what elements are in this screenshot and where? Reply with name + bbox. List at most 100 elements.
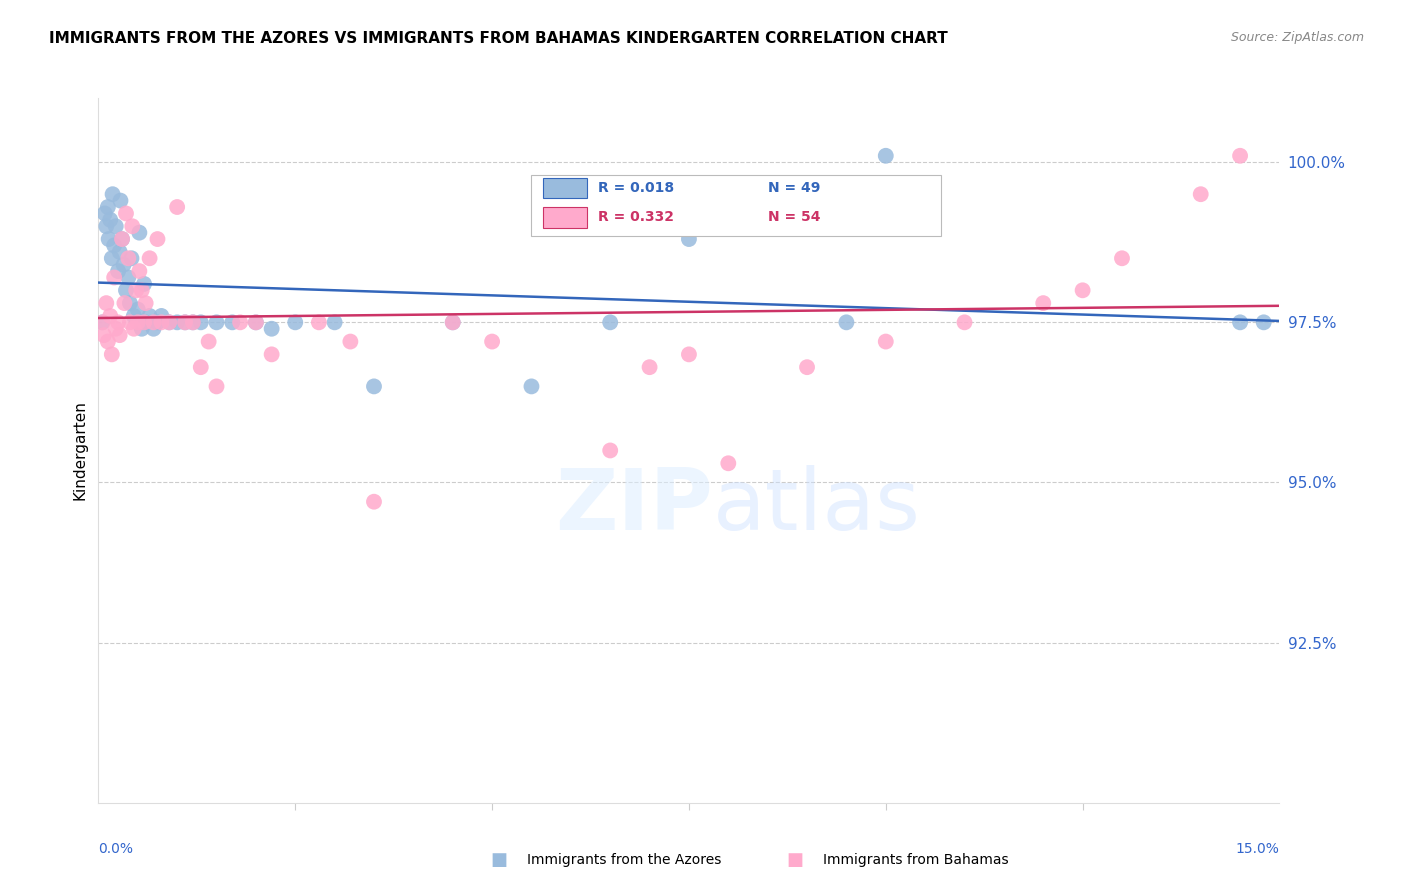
- Text: Source: ZipAtlas.com: Source: ZipAtlas.com: [1230, 31, 1364, 45]
- Point: [93, 206, 115, 220]
- Point: [132, 277, 155, 291]
- Point: [111, 232, 134, 246]
- Point: [157, 315, 180, 329]
- Point: [363, 379, 385, 393]
- Point: [138, 309, 160, 323]
- Point: [97, 334, 120, 349]
- Y-axis label: Kindergarten: Kindergarten: [72, 401, 87, 500]
- Point: [1189, 187, 1212, 202]
- Point: [308, 315, 330, 329]
- Text: 0.0%: 0.0%: [98, 841, 134, 855]
- Point: [93, 328, 115, 343]
- Point: [441, 315, 464, 329]
- Point: [91, 315, 114, 329]
- Point: [107, 315, 129, 329]
- Point: [638, 360, 661, 375]
- Point: [875, 149, 897, 163]
- Point: [112, 296, 135, 310]
- Point: [174, 315, 197, 329]
- Point: [181, 315, 204, 329]
- Point: [112, 258, 135, 272]
- Point: [122, 309, 145, 323]
- Text: R = 0.332: R = 0.332: [599, 211, 675, 225]
- Point: [110, 194, 132, 208]
- Point: [101, 187, 124, 202]
- Point: [284, 315, 307, 329]
- Point: [260, 347, 283, 361]
- Point: [138, 252, 160, 266]
- Text: Immigrants from the Azores: Immigrants from the Azores: [527, 853, 721, 867]
- Point: [96, 296, 118, 310]
- Point: [520, 379, 543, 393]
- Text: ■: ■: [786, 851, 803, 869]
- Point: [835, 315, 858, 329]
- Text: 15.0%: 15.0%: [1236, 841, 1279, 855]
- Point: [197, 334, 219, 349]
- Text: atlas: atlas: [713, 466, 921, 549]
- Point: [117, 252, 139, 266]
- Text: ZIP: ZIP: [555, 466, 713, 549]
- Point: [190, 315, 212, 329]
- Point: [181, 315, 204, 329]
- Point: [221, 315, 243, 329]
- Point: [150, 309, 173, 323]
- Text: Immigrants from Bahamas: Immigrants from Bahamas: [823, 853, 1008, 867]
- FancyBboxPatch shape: [543, 207, 586, 227]
- Point: [678, 347, 700, 361]
- Point: [125, 283, 148, 297]
- Text: IMMIGRANTS FROM THE AZORES VS IMMIGRANTS FROM BAHAMAS KINDERGARTEN CORRELATION C: IMMIGRANTS FROM THE AZORES VS IMMIGRANTS…: [49, 31, 948, 46]
- Point: [1111, 252, 1133, 266]
- Point: [97, 232, 120, 246]
- Point: [1071, 283, 1094, 297]
- Point: [1032, 296, 1054, 310]
- Point: [1229, 149, 1251, 163]
- Point: [127, 302, 149, 317]
- Point: [1229, 315, 1251, 329]
- FancyBboxPatch shape: [531, 175, 941, 235]
- Text: N = 54: N = 54: [768, 211, 820, 225]
- Point: [108, 244, 131, 259]
- Point: [101, 252, 124, 266]
- Point: [166, 200, 188, 214]
- Point: [142, 315, 165, 329]
- Point: [174, 315, 197, 329]
- Point: [953, 315, 976, 329]
- Point: [150, 315, 173, 329]
- Text: R = 0.018: R = 0.018: [599, 181, 675, 195]
- Point: [131, 283, 153, 297]
- Point: [97, 200, 120, 214]
- Point: [103, 238, 125, 252]
- Point: [229, 315, 252, 329]
- Point: [104, 322, 127, 336]
- Point: [796, 360, 818, 375]
- Point: [135, 296, 157, 310]
- Point: [678, 232, 700, 246]
- Point: [599, 315, 621, 329]
- FancyBboxPatch shape: [543, 178, 586, 198]
- Point: [127, 315, 149, 329]
- Text: N = 49: N = 49: [768, 181, 820, 195]
- Point: [98, 309, 121, 323]
- Point: [205, 315, 228, 329]
- Point: [104, 219, 127, 234]
- Text: ■: ■: [491, 851, 508, 869]
- Point: [115, 283, 138, 297]
- Point: [717, 456, 740, 470]
- Point: [245, 315, 267, 329]
- Point: [117, 270, 139, 285]
- Point: [142, 322, 165, 336]
- Point: [91, 315, 114, 329]
- Point: [121, 252, 143, 266]
- Point: [103, 270, 125, 285]
- Point: [260, 322, 283, 336]
- Point: [111, 232, 134, 246]
- Point: [481, 334, 503, 349]
- Point: [96, 219, 118, 234]
- Point: [118, 296, 141, 310]
- Point: [146, 232, 169, 246]
- Point: [146, 315, 169, 329]
- Point: [190, 360, 212, 375]
- Point: [107, 264, 129, 278]
- Point: [115, 206, 138, 220]
- Point: [98, 212, 121, 227]
